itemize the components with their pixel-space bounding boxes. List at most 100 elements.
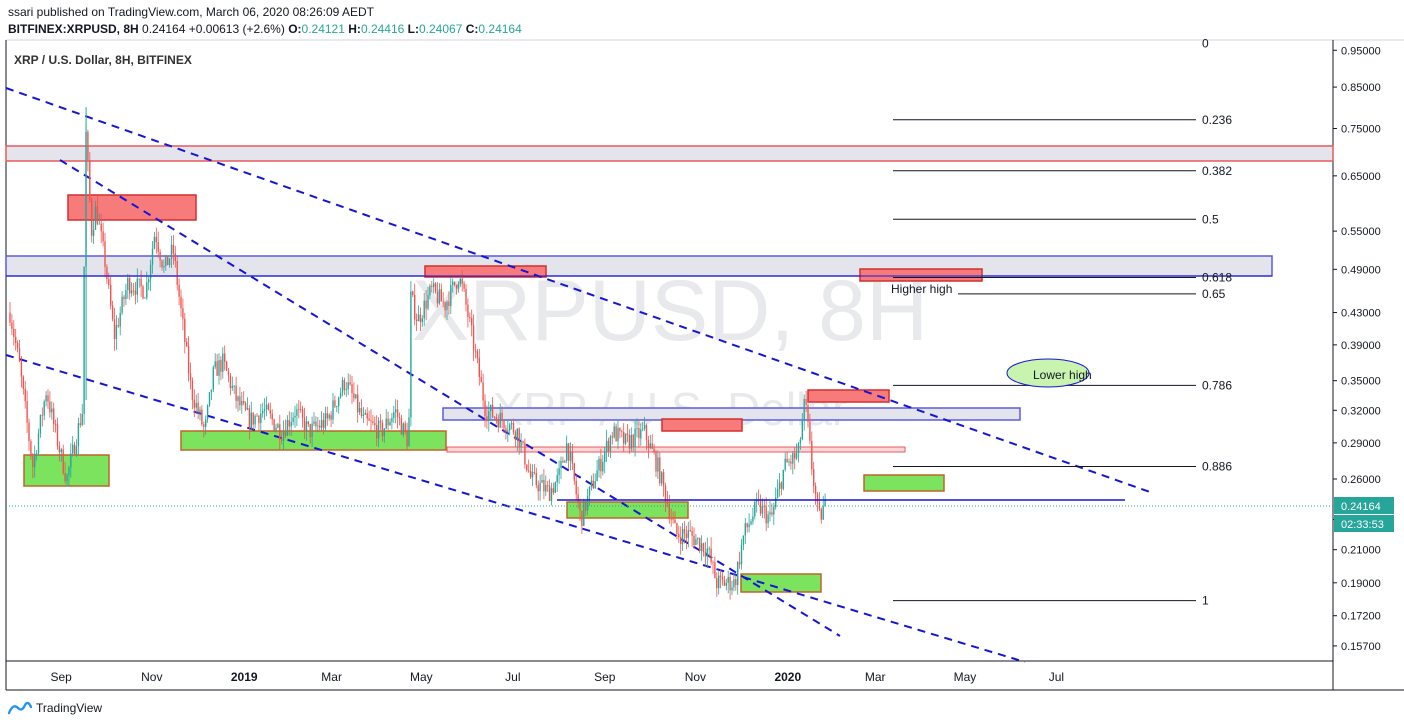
price-tick-label: 0.17200 xyxy=(1341,611,1381,623)
annotation-higher-high: Higher high xyxy=(891,282,952,296)
candle-body xyxy=(339,392,342,398)
candle-body xyxy=(706,548,708,557)
candle-body xyxy=(410,291,412,418)
candle-body xyxy=(547,484,549,486)
candle-body xyxy=(178,284,180,297)
candle-body xyxy=(782,469,784,489)
candle-body xyxy=(822,506,824,520)
candle-body xyxy=(47,395,49,402)
candle-body xyxy=(598,458,600,471)
candle-body xyxy=(326,413,328,419)
candle-body xyxy=(62,449,64,474)
candle-body xyxy=(142,286,144,299)
candle-body xyxy=(260,413,262,424)
candle-body xyxy=(389,421,391,426)
candle-body xyxy=(77,423,80,447)
demand-box-4 xyxy=(863,474,945,492)
candle-body xyxy=(529,470,532,478)
time-tick-label: May xyxy=(954,670,977,684)
candle-body xyxy=(735,579,737,585)
candle-body xyxy=(159,251,161,261)
candle-body xyxy=(64,473,66,482)
candle-body xyxy=(26,401,28,423)
candle-body xyxy=(45,395,47,402)
candle-body xyxy=(149,264,152,280)
candle-body xyxy=(377,420,380,439)
candle-body xyxy=(157,242,159,252)
candle-body xyxy=(491,405,494,418)
candle-body xyxy=(313,421,315,424)
candle-body xyxy=(556,475,558,483)
candle-body xyxy=(292,417,294,422)
candle-body xyxy=(186,342,188,347)
candle-body xyxy=(605,440,608,452)
candle-body xyxy=(541,480,543,483)
candle-body xyxy=(518,428,520,447)
candle-body xyxy=(16,342,19,349)
candle-body xyxy=(165,255,167,266)
candle-body xyxy=(704,552,707,557)
watermark-symbol: XRPUSD, 8H xyxy=(412,263,928,359)
candle-body xyxy=(737,562,739,585)
candle-body xyxy=(366,413,368,419)
price-tick-label: 0.49000 xyxy=(1341,264,1381,276)
fib-label: 0.236 xyxy=(1202,113,1232,127)
candle-body xyxy=(250,412,252,429)
candle-body xyxy=(600,458,602,472)
candle-body xyxy=(319,425,321,428)
candle-body xyxy=(349,382,351,385)
candle-body xyxy=(619,428,621,432)
candle-body xyxy=(343,380,346,391)
candle-body xyxy=(803,398,805,422)
candle-body xyxy=(645,425,648,441)
candle-body xyxy=(512,423,515,433)
candle-body xyxy=(37,433,40,454)
candle-body xyxy=(18,348,21,362)
candle-body xyxy=(239,396,241,406)
candle-body xyxy=(317,425,319,427)
candle-body xyxy=(609,436,612,452)
supply-box-5 xyxy=(661,418,743,432)
candle-body xyxy=(516,428,518,441)
time-axis[interactable]: Sep Nov 2019 Mar May Jul Sep Nov 2020 Mar May Jul xyxy=(51,670,1065,684)
candle-body xyxy=(744,523,746,536)
candle-body xyxy=(163,265,165,268)
candle-body xyxy=(305,421,308,432)
supply-box-2 xyxy=(424,265,547,278)
candle-body xyxy=(32,456,34,468)
candle-body xyxy=(235,385,237,401)
candle-body xyxy=(197,402,199,413)
price-tick-label: 0.35000 xyxy=(1341,376,1381,388)
candle-body xyxy=(461,278,463,284)
price-tick-label: 0.75000 xyxy=(1341,123,1381,135)
candle-body xyxy=(486,416,488,421)
price-axis[interactable]: 0.95000 0.85000 0.75000 0.65000 0.55000 0.490… xyxy=(1333,45,1381,653)
demand-box-5 xyxy=(740,573,822,593)
candle-body xyxy=(206,405,209,420)
candle-body xyxy=(75,446,78,455)
candle-body xyxy=(13,328,15,337)
candle-body xyxy=(205,419,207,427)
candle-body xyxy=(564,460,566,463)
candle-body xyxy=(180,296,182,309)
annotation-lower-high-bubble xyxy=(1006,358,1090,388)
candle-body xyxy=(811,440,813,470)
candle-body xyxy=(769,512,771,515)
candle-body xyxy=(790,461,792,464)
candle-body xyxy=(590,480,593,487)
candle-body xyxy=(672,519,674,521)
candle-body xyxy=(400,418,403,435)
candle-body xyxy=(497,419,499,428)
candle-body xyxy=(666,502,669,505)
current-price-badge[interactable] xyxy=(1334,497,1394,514)
candle-body xyxy=(569,452,572,461)
candle-body xyxy=(100,223,102,232)
candle-body xyxy=(632,434,634,447)
candle-body xyxy=(693,535,695,545)
footer-brand[interactable]: TradingView xyxy=(8,701,102,715)
candle-body xyxy=(550,488,553,502)
candle-body xyxy=(127,278,129,291)
candle-body xyxy=(807,404,809,422)
candle-body xyxy=(89,159,91,200)
